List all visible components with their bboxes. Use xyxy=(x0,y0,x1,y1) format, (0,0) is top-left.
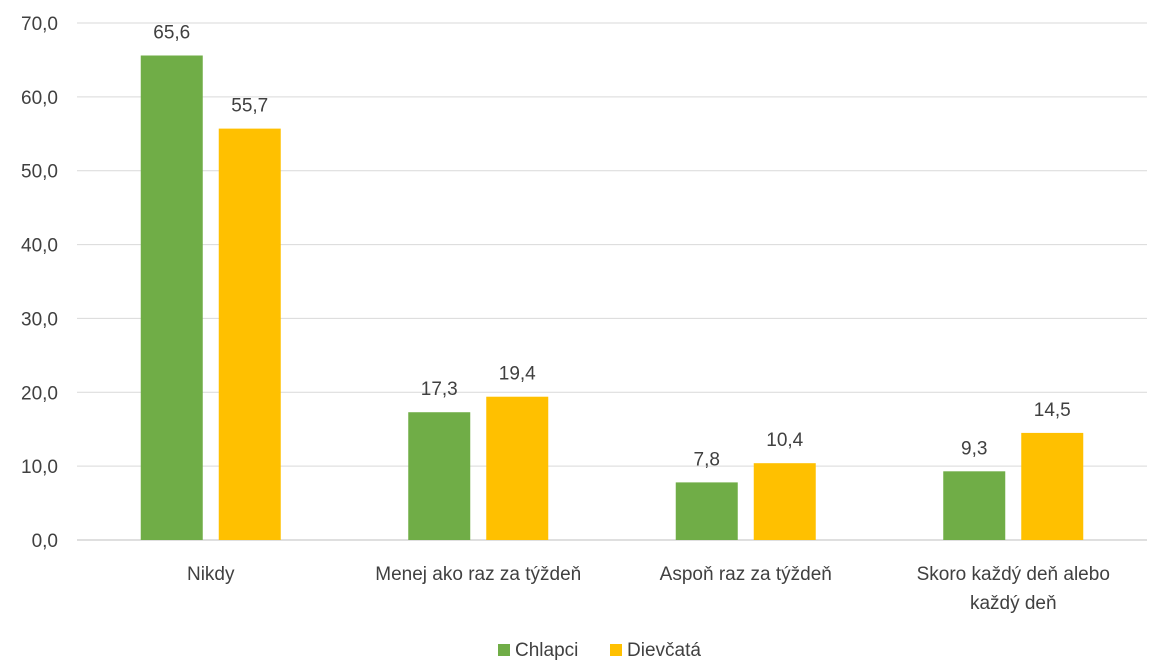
legend-swatch xyxy=(610,644,622,656)
data-label: 14,5 xyxy=(1034,400,1071,421)
x-tick-label: Menej ako raz za týždeň xyxy=(375,564,581,585)
x-axis: Nikdy Menej ako raz za týždeň Aspoň raz za… xyxy=(187,564,1110,614)
data-label: 10,4 xyxy=(766,430,803,451)
data-label: 7,8 xyxy=(694,449,720,470)
bar-chlapci-3 xyxy=(943,471,1005,540)
data-labels: 65,6 17,3 7,8 9,3 55,7 19,4 10,4 14,5 xyxy=(153,22,1070,470)
x-tick-label: Skoro každý deň alebo xyxy=(917,564,1110,585)
x-tick-label: Nikdy xyxy=(187,564,235,585)
x-tick-label: Aspoň raz za týždeň xyxy=(660,564,832,585)
bar-chlapci-0 xyxy=(141,55,203,540)
data-label: 65,6 xyxy=(153,22,190,43)
y-tick-label: 40,0 xyxy=(21,236,58,257)
bar-diev-at--2 xyxy=(754,463,816,540)
bars xyxy=(141,55,1084,540)
bar-diev-at--0 xyxy=(219,129,281,540)
y-tick-label: 70,0 xyxy=(21,14,58,35)
legend-swatch xyxy=(498,644,510,656)
data-label: 19,4 xyxy=(499,364,536,385)
y-tick-label: 50,0 xyxy=(21,162,58,183)
y-tick-label: 10,0 xyxy=(21,457,58,478)
data-label: 9,3 xyxy=(961,438,987,459)
legend-label: Chlapci xyxy=(515,640,578,661)
y-tick-label: 0,0 xyxy=(32,531,58,552)
bar-chlapci-1 xyxy=(408,412,470,540)
y-tick-label: 30,0 xyxy=(21,309,58,330)
x-tick-label: každý deň xyxy=(970,593,1057,614)
bar-diev-at--3 xyxy=(1021,433,1083,540)
bar-diev-at--1 xyxy=(486,397,548,540)
bar-chlapci-2 xyxy=(676,482,738,540)
legend-label: Dievčatá xyxy=(627,640,701,661)
data-label: 55,7 xyxy=(231,96,268,117)
data-label: 17,3 xyxy=(421,379,458,400)
y-tick-label: 60,0 xyxy=(21,88,58,109)
legend: Chlapci Dievčatá xyxy=(498,640,701,661)
y-axis-ticks: 0,0 10,0 20,0 30,0 40,0 50,0 60,0 70,0 xyxy=(21,14,58,552)
y-tick-label: 20,0 xyxy=(21,383,58,404)
